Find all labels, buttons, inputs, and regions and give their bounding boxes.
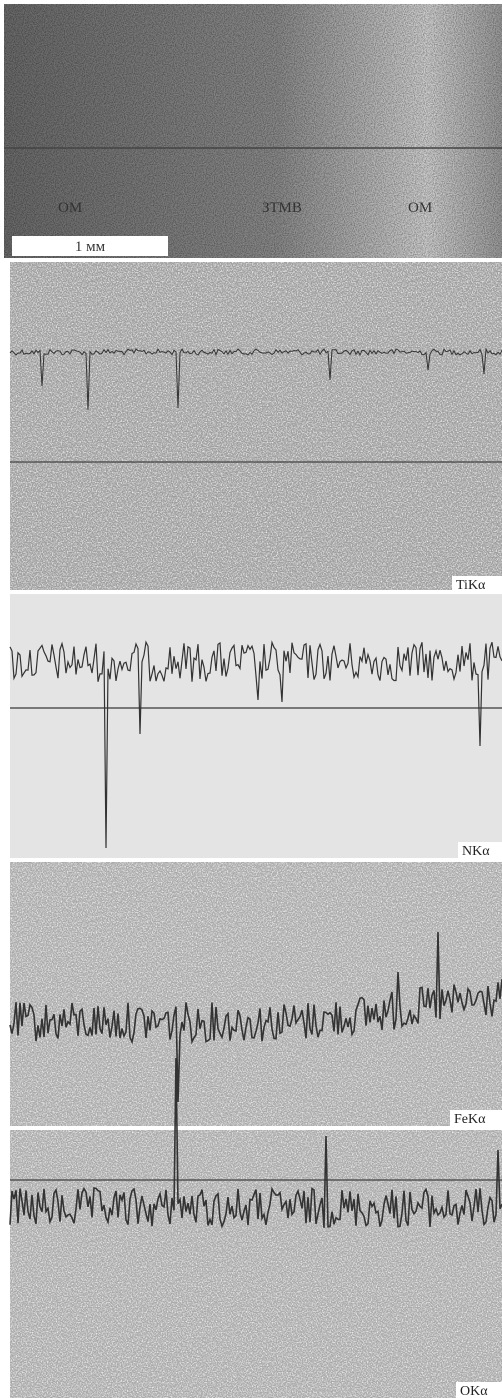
element-label: NKα bbox=[462, 844, 490, 859]
texture bbox=[4, 4, 502, 258]
zone-label: ОМ bbox=[58, 200, 82, 216]
map-panel bbox=[10, 594, 502, 858]
page: ОМ ЗТМВ ОМ 1 мм TiKα NKα FeKα OKα (() =>… bbox=[0, 0, 502, 1398]
texture bbox=[10, 262, 502, 590]
zone-label: ОМ bbox=[408, 200, 432, 216]
zone-label: ЗТМВ bbox=[262, 200, 302, 216]
figure: ОМ ЗТМВ ОМ 1 мм TiKα NKα FeKα OKα bbox=[0, 0, 502, 1398]
element-label: FeKα bbox=[454, 1112, 486, 1127]
texture bbox=[10, 1130, 502, 1398]
scale-label: 1 мм bbox=[75, 239, 106, 255]
element-label: TiKα bbox=[456, 578, 486, 593]
element-label: OKα bbox=[460, 1384, 488, 1398]
